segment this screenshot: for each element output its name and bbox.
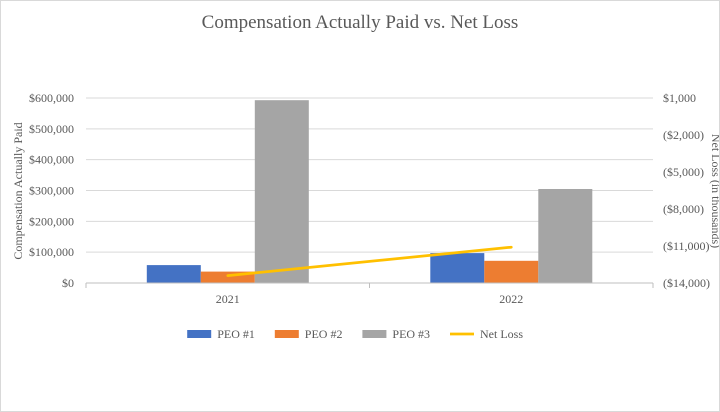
y2-tick-label: ($8,000) [663, 202, 704, 216]
y-tick-label: $500,000 [29, 122, 74, 136]
line-net-loss [226, 245, 513, 277]
legend-label-net-loss: Net Loss [480, 327, 523, 341]
legend-label-peo-2: PEO #2 [305, 327, 343, 341]
chart-title: Compensation Actually Paid vs. Net Loss [202, 12, 519, 33]
y-tick-label: $0 [62, 276, 74, 290]
line-series [226, 245, 513, 277]
axes: $0 $100,000 $200,000 $300,000 $400,000 $500,0… [29, 91, 710, 306]
y-tick-label: $400,000 [29, 153, 74, 167]
bar-peo-2-2021 [200, 271, 255, 283]
legend: PEO #1 PEO #2 PEO #3 Net Loss [187, 327, 523, 341]
x-tick-label: 2021 [216, 292, 240, 306]
y2-tick-label: $1,000 [663, 91, 696, 105]
legend-swatch-peo-1 [187, 330, 212, 338]
bar-peo-2-2022 [484, 260, 539, 283]
bar-peo-3-2021 [254, 100, 309, 283]
y2-axis-label: Net Loss (in thousands) [709, 134, 719, 248]
legend-swatch-peo-3 [362, 330, 387, 338]
y2-tick-label: ($2,000) [663, 128, 704, 142]
legend-swatch-peo-2 [274, 330, 299, 338]
bar-series [146, 100, 593, 283]
bar-peo-1-2021 [146, 265, 201, 283]
legend-label-peo-3: PEO #3 [392, 327, 430, 341]
bar-peo-1-2022 [430, 253, 485, 283]
y-tick-label: $200,000 [29, 214, 74, 228]
y-tick-label: $300,000 [29, 184, 74, 198]
bar-peo-3-2022 [538, 189, 593, 283]
y-tick-label: $600,000 [29, 91, 74, 105]
y-axis-label: Compensation Actually Paid [11, 122, 25, 259]
y-tick-label: $100,000 [29, 245, 74, 259]
y2-tick-label: ($5,000) [663, 165, 704, 179]
y2-tick-label: ($14,000) [663, 276, 710, 290]
x-tick-label: 2022 [499, 292, 523, 306]
y2-tick-label: ($11,000) [663, 239, 710, 253]
legend-label-peo-1: PEO #1 [217, 327, 255, 341]
